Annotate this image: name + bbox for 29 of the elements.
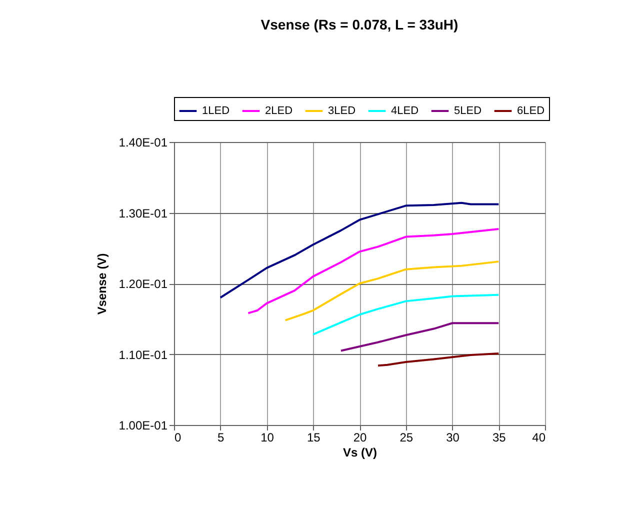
line-series	[247, 228, 500, 314]
x-tick-label: 30	[446, 430, 460, 444]
legend-label: 2LED	[265, 105, 293, 117]
y-tick-label: 1.00E-01	[118, 418, 168, 432]
line-series	[219, 202, 500, 299]
y-tick-label: 1.10E-01	[118, 348, 168, 362]
x-tick-label: 15	[306, 430, 321, 444]
legend-label: 6LED	[517, 105, 545, 117]
x-axis-title: Vs (V)	[342, 446, 378, 460]
legend-label: 1LED	[202, 105, 230, 117]
x-tick-label: 20	[353, 430, 367, 444]
y-tick-label: 1.30E-01	[118, 206, 168, 220]
y-axis-title: Vsense (V)	[94, 253, 109, 315]
x-tick-label: 0	[174, 430, 182, 444]
legend-label: 3LED	[328, 105, 356, 117]
chart-title: Vsense (Rs = 0.078, L = 33uH)	[260, 16, 458, 32]
y-tick-label: 1.20E-01	[118, 277, 168, 291]
line-series	[284, 260, 500, 322]
legend-label: 4LED	[391, 105, 419, 117]
line-series	[377, 352, 500, 367]
legend-label: 5LED	[454, 105, 482, 117]
x-tick-label: 40	[532, 430, 546, 444]
x-tick-label: 10	[260, 430, 274, 444]
y-tick-label: 1.40E-01	[118, 136, 168, 150]
x-tick-label: 25	[400, 430, 414, 444]
line-series	[340, 322, 500, 352]
x-tick-label: 35	[492, 430, 506, 444]
line-series	[312, 294, 500, 336]
x-tick-label: 5	[218, 430, 225, 444]
